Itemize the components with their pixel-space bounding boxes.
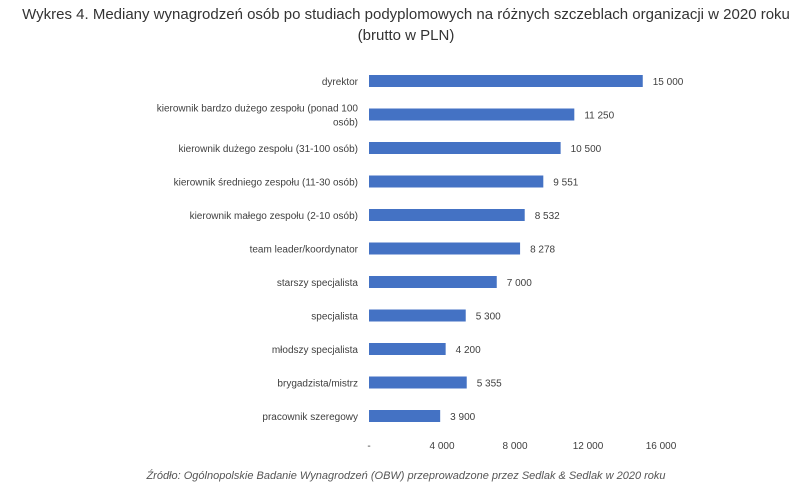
data-label-6: 7 000	[507, 278, 532, 289]
category-label-3: kierownik średniego zespołu (11-30 osób)	[174, 178, 358, 189]
bar-7	[369, 309, 466, 322]
category-label-3-line-0: kierownik średniego zespołu (11-30 osób)	[174, 178, 358, 189]
x-tick-label-4: 16 000	[646, 441, 677, 452]
data-label-10: 3 900	[450, 412, 475, 423]
category-label-5: team leader/koordynator	[250, 245, 359, 256]
category-label-4-line-0: kierownik małego zespołu (2-10 osób)	[190, 211, 358, 222]
bar-2	[369, 142, 561, 154]
category-label-10-line-0: pracownik szeregowy	[262, 412, 358, 423]
category-label-2-line-0: kierownik dużego zespołu (31-100 osób)	[178, 144, 358, 155]
category-label-8-line-0: młodszy specjalista	[272, 345, 359, 356]
category-label-1: kierownik bardzo dużego zespołu (ponad 1…	[157, 104, 359, 129]
bar-6	[369, 276, 497, 288]
data-label-8: 4 200	[456, 345, 481, 356]
data-label-0: 15 000	[653, 77, 684, 88]
data-label-4: 8 532	[535, 211, 560, 222]
chart-title-line2: (brutto w PLN)	[357, 27, 455, 44]
chart-title: Wykres 4. Mediany wynagrodzeń osób po st…	[0, 4, 812, 46]
bar-9	[369, 376, 467, 389]
category-label-8: młodszy specjalista	[272, 345, 359, 356]
bar-10	[369, 410, 441, 422]
category-label-4: kierownik małego zespołu (2-10 osób)	[190, 211, 358, 222]
bar-3	[369, 175, 544, 188]
category-label-0: dyrektor	[322, 77, 359, 88]
bar-0	[369, 75, 643, 87]
chart-title-line1: Wykres 4. Mediany wynagrodzeń osób po st…	[22, 6, 790, 23]
data-label-7: 5 300	[476, 312, 501, 323]
category-label-7: specjalista	[311, 312, 358, 323]
source-note: Źródło: Ogólnopolskie Badanie Wynagrodze…	[146, 470, 666, 482]
x-tick-label-2: 8 000	[502, 441, 527, 452]
x-tick-label-1: 4 000	[429, 441, 454, 452]
category-label-9-line-0: brygadzista/mistrz	[277, 379, 358, 390]
category-label-10: pracownik szeregowy	[262, 412, 358, 423]
bar-5	[369, 242, 521, 255]
x-axis: - 4 000 8 000 12 000 16 000	[367, 441, 676, 452]
data-label-2: 10 500	[571, 144, 602, 155]
category-label-1-line-0: kierownik bardzo dużego zespołu (ponad 1…	[157, 104, 359, 115]
category-label-7-line-0: specjalista	[311, 312, 358, 323]
bar-1	[369, 108, 575, 121]
data-label-3: 9 551	[553, 178, 578, 189]
category-label-0-line-0: dyrektor	[322, 77, 359, 88]
category-label-6-line-0: starszy specjalista	[277, 278, 359, 289]
data-label-9: 5 355	[477, 379, 502, 390]
bars-layer	[369, 75, 643, 422]
category-label-2: kierownik dużego zespołu (31-100 osób)	[178, 144, 358, 155]
data-label-5: 8 278	[530, 245, 555, 256]
data-label-1: 11 250	[584, 111, 614, 122]
bar-8	[369, 343, 446, 355]
labels-layer: 15 000 dyrektor 11 250 kierownik bardzo duż…	[157, 77, 684, 423]
x-tick-label-3: 12 000	[573, 441, 604, 452]
category-label-1-line-1: osób)	[333, 118, 358, 129]
category-label-5-line-0: team leader/koordynator	[250, 245, 359, 256]
category-label-9: brygadzista/mistrz	[277, 379, 358, 390]
bar-4	[369, 209, 525, 221]
x-tick-label-0: -	[367, 441, 370, 452]
category-label-6: starszy specjalista	[277, 278, 359, 289]
